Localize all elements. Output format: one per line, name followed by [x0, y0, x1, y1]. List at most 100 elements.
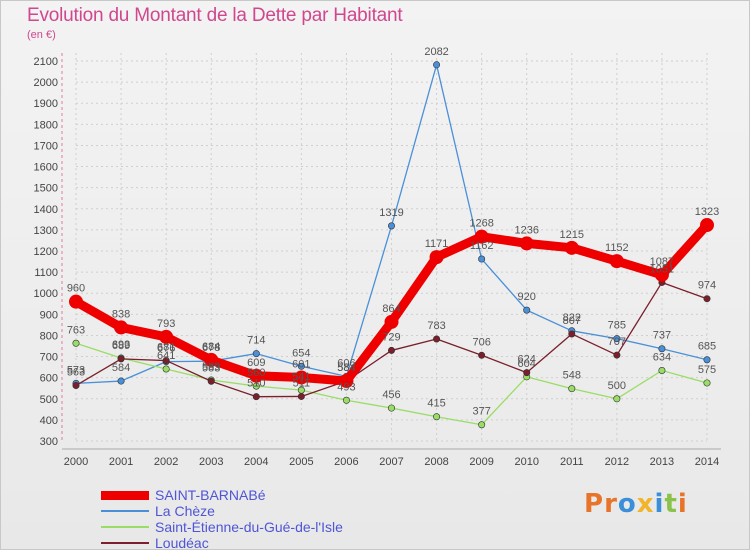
data-label: 676 [157, 343, 175, 355]
x-tick-label: 2008 [424, 456, 448, 468]
data-label: 785 [608, 320, 626, 332]
data-point [654, 267, 669, 282]
proxiti-logo: Proxiti [584, 489, 688, 519]
y-tick-label: 300 [40, 436, 58, 448]
data-label: 560 [247, 367, 265, 379]
data-label: 606 [337, 357, 355, 369]
data-point [703, 379, 711, 387]
x-tick-label: 2002 [154, 456, 178, 468]
y-tick-label: 900 [40, 309, 58, 321]
data-point [252, 382, 260, 390]
data-point [568, 385, 576, 393]
data-label: 960 [67, 283, 85, 295]
data-point [252, 350, 260, 358]
data-label: 920 [518, 291, 536, 303]
data-point [523, 306, 531, 314]
axes [61, 53, 721, 450]
x-tick-label: 2010 [514, 456, 538, 468]
logo-letter: i [677, 489, 688, 519]
y-tick-label: 1700 [34, 140, 58, 152]
data-label: 584 [337, 362, 355, 374]
data-label: 706 [472, 336, 490, 348]
data-point [69, 294, 83, 309]
data-label: 685 [698, 341, 716, 353]
data-point [478, 351, 486, 359]
data-point [700, 218, 714, 233]
data-label: 1319 [379, 207, 403, 219]
data-label: 575 [698, 364, 716, 376]
x-tick-label: 2014 [695, 456, 719, 468]
data-label: 541 [292, 371, 310, 383]
data-label: 793 [157, 318, 175, 330]
x-tick-label: 2013 [650, 456, 674, 468]
data-point [658, 366, 666, 374]
data-point [519, 236, 534, 251]
legend-label: Saint-Étienne-du-Gué-de-l'Isle [155, 519, 343, 535]
data-label: 601 [292, 358, 310, 370]
data-point [207, 377, 215, 385]
data-label: 1152 [605, 242, 629, 254]
data-point [429, 250, 444, 265]
data-label: 1215 [560, 229, 584, 241]
logo-letter: x [636, 489, 655, 519]
data-label: 493 [337, 381, 355, 393]
data-label: 864 [382, 303, 400, 315]
data-label: 684 [202, 341, 220, 353]
data-label: 807 [563, 315, 581, 327]
data-point [703, 356, 711, 364]
data-label: 609 [247, 357, 265, 369]
data-label: 589 [202, 361, 220, 373]
y-tick-label: 1500 [34, 183, 58, 195]
data-label: 689 [112, 340, 130, 352]
data-label: 707 [608, 336, 626, 348]
data-label: 974 [698, 280, 716, 292]
data-point [117, 377, 125, 385]
series-lines [69, 61, 714, 429]
data-label: 678 [202, 342, 220, 354]
data-point [433, 335, 441, 343]
y-tick-label: 1800 [34, 119, 58, 131]
data-label: 681 [157, 342, 175, 354]
data-point [523, 369, 531, 377]
legend-swatch [101, 491, 149, 500]
data-point [114, 320, 129, 335]
data-label: 624 [518, 354, 536, 366]
unit-label: (en €) [27, 29, 56, 41]
data-label: 714 [247, 335, 265, 347]
x-tick-label: 2012 [605, 456, 629, 468]
data-point [117, 355, 125, 363]
logo-letter: i [654, 489, 665, 519]
data-point [478, 421, 486, 429]
data-label: 1323 [695, 206, 719, 218]
data-label: 2082 [424, 46, 448, 58]
y-tick-label: 2000 [34, 77, 58, 89]
data-point [613, 351, 621, 359]
grid [75, 53, 708, 442]
data-label: 1051 [650, 263, 674, 275]
data-label: 563 [67, 366, 85, 378]
data-label: 1171 [425, 238, 449, 250]
data-label: 604 [518, 358, 536, 370]
y-tick-label: 1600 [34, 162, 58, 174]
data-point [294, 370, 309, 385]
y-tick-label: 700 [40, 352, 58, 364]
data-label: 1268 [469, 218, 493, 230]
y-tick-label: 500 [40, 394, 58, 406]
data-point [297, 392, 305, 400]
y-tick-label: 600 [40, 373, 58, 385]
data-label: 583 [202, 362, 220, 374]
data-point [297, 362, 305, 370]
data-point [72, 339, 80, 347]
data-point [568, 330, 576, 338]
data-label: 634 [653, 351, 671, 363]
y-tick-label: 1100 [34, 267, 58, 279]
y-tick-label: 800 [40, 330, 58, 342]
legend-swatch [101, 542, 149, 544]
data-point [339, 374, 354, 389]
data-label: 783 [427, 320, 445, 332]
data-point [613, 395, 621, 403]
x-tick-label: 2004 [244, 456, 268, 468]
data-label: 693 [112, 339, 130, 351]
data-point [474, 229, 489, 244]
logo-letter: r [604, 489, 618, 519]
